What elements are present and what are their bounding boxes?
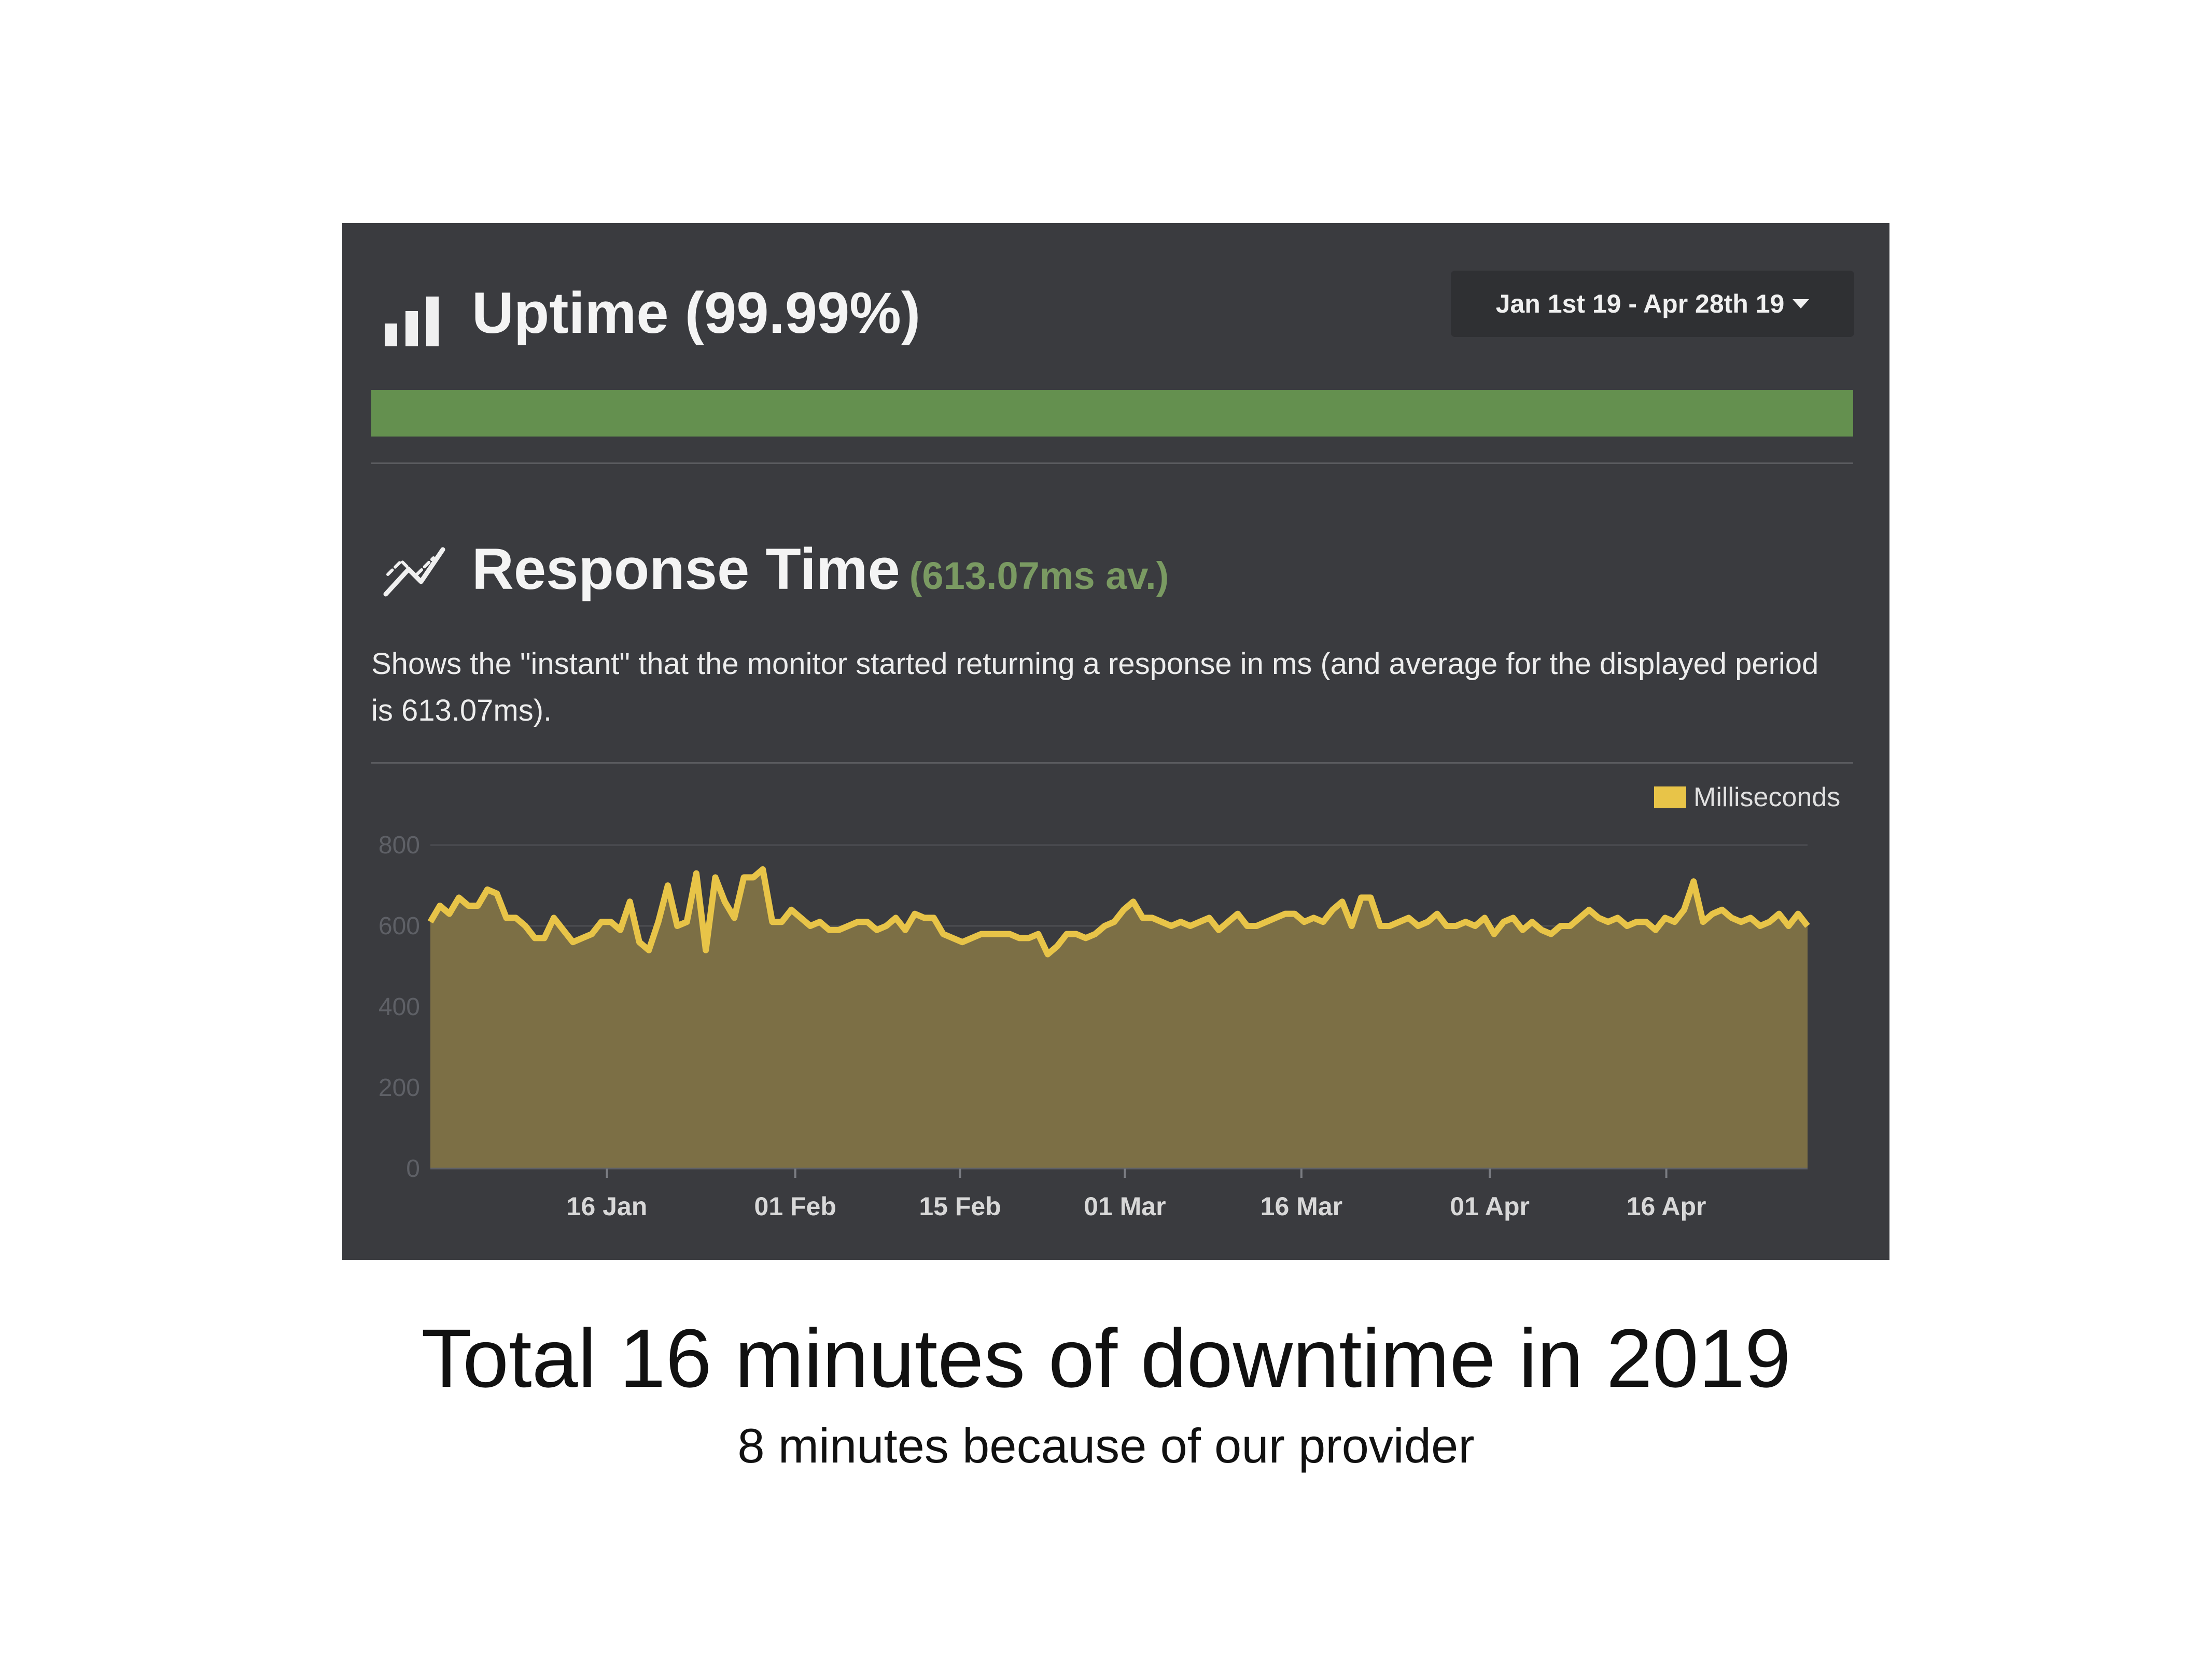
x-tick-label: 01 Apr (1450, 1192, 1530, 1221)
series-area (430, 869, 1808, 1169)
date-range-dropdown[interactable]: Jan 1st 19 - Apr 28th 19 (1451, 271, 1854, 337)
divider (371, 762, 1853, 764)
x-tick-label: 16 Jan (567, 1192, 648, 1221)
divider (371, 462, 1853, 464)
uptime-title: Uptime (99.99%) (472, 280, 921, 345)
x-tick-label: 16 Mar (1261, 1192, 1342, 1221)
caption-title: Total 16 minutes of downtime in 2019 (421, 1312, 1791, 1404)
response-time-average: (613.07ms av.) (909, 554, 1169, 597)
x-tick-label: 01 Mar (1084, 1192, 1166, 1221)
chart-legend[interactable]: Milliseconds (1654, 782, 1840, 813)
date-range-label: Jan 1st 19 - Apr 28th 19 (1495, 289, 1785, 318)
y-tick-label: 800 (379, 832, 420, 859)
bar-chart-icon (385, 297, 439, 346)
response-time-description: Shows the "instant" that the monitor sta… (371, 647, 1819, 727)
uptime-panel: Uptime (99.99%) Jan 1st 19 - Apr 28th 19… (342, 223, 1889, 1260)
y-tick-label: 600 (379, 912, 420, 940)
line-chart-icon (383, 547, 445, 597)
x-tick-label: 01 Feb (754, 1192, 836, 1221)
legend-label: Milliseconds (1693, 782, 1841, 812)
legend-swatch (1654, 786, 1686, 808)
series-line (427, 866, 1810, 958)
caret-down-icon (1793, 299, 1810, 308)
x-tick-label: 16 Apr (1627, 1192, 1706, 1221)
response-time-title: Response Time (613.07ms av.) (472, 540, 1169, 598)
y-tick-label: 0 (406, 1155, 420, 1183)
y-tick-label: 400 (379, 993, 420, 1021)
response-time-chart: 0 200 400 600 800 16 Jan 01 Feb 15 Feb 01 Mar 16 … (379, 832, 1810, 1221)
uptime-bar (371, 390, 1853, 437)
x-tick-label: 15 Feb (919, 1192, 1001, 1221)
caption-subtitle: 8 minutes because of our provider (737, 1418, 1475, 1473)
response-time-label: Response Time (472, 537, 900, 601)
y-tick-label: 200 (379, 1074, 420, 1102)
